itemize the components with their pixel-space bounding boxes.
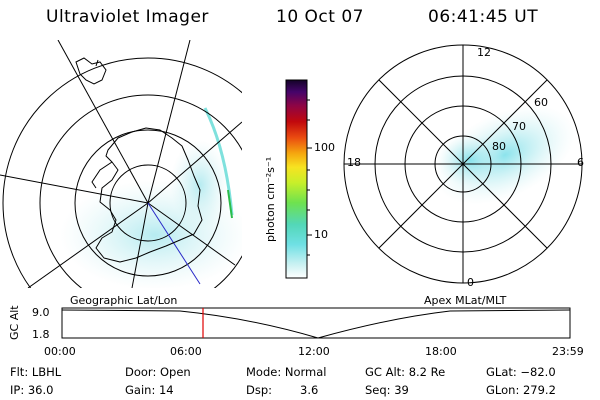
antarctica-coastline [95, 127, 203, 263]
instrument-title: Ultraviolet Imager [46, 7, 209, 27]
timeline-xtick-1800: 18:00 [425, 345, 457, 358]
altitude-timeline [61, 307, 571, 339]
gc-alt-info: GC Alt: 8.2 Re [365, 365, 446, 379]
apex-caption: Apex MLat/MLT [424, 294, 507, 307]
timeline-ytick-top: 9.0 [32, 306, 50, 319]
aurora-emission-center [436, 134, 504, 186]
seq-info: Seq: 39 [365, 383, 409, 397]
timeline-xtick-1200: 12:00 [298, 345, 330, 358]
antarctic-peninsula [91, 161, 113, 189]
ip-info: IP: 36.0 [10, 383, 54, 397]
glat-info: GLat: −82.0 [486, 365, 556, 379]
mlat-label-80: 80 [492, 140, 506, 153]
glon-info: GLon: 279.2 [486, 383, 556, 397]
dsp-value: 3.6 [300, 383, 319, 397]
colorbar-tick-100: 100 [314, 141, 335, 154]
noon-meridian-line [147, 202, 201, 285]
timeline-xtick-0600: 06:00 [170, 345, 202, 358]
date-label: 10 Oct 07 [276, 7, 364, 27]
colorbar [285, 79, 308, 279]
apex-polar-plot [343, 44, 583, 284]
mlt-label-6: 6 [577, 156, 584, 169]
dsp-label: Dsp: [246, 383, 273, 397]
colorbar-unit-label: photon cm⁻²s⁻¹ [264, 156, 277, 242]
timeline-ytick-bottom: 1.8 [32, 328, 50, 341]
longitude-lines [0, 40, 242, 288]
geographic-map [0, 40, 242, 288]
door-info: Door: Open [125, 365, 191, 379]
colorbar-tick-10: 10 [314, 228, 328, 241]
mlt-label-12: 12 [477, 46, 491, 59]
timeline-ylabel: GC Alt [8, 305, 21, 340]
mode-info: Mode: Normal [246, 365, 327, 379]
colorbar-ticks [307, 99, 312, 256]
timeline-frame [61, 307, 571, 339]
mlat-label-60: 60 [534, 96, 548, 109]
aurora-emission-left-edge [170, 140, 230, 230]
island-outline [95, 59, 99, 67]
time-label: 06:41:45 UT [428, 7, 539, 27]
mlat-label-70: 70 [512, 120, 526, 133]
timeline-xtick-0000: 00:00 [44, 345, 76, 358]
timeline-xtick-2359: 23:59 [552, 345, 584, 358]
mlt-lines [344, 45, 582, 283]
mlt-label-18: 18 [347, 156, 361, 169]
limb-green-arc [227, 189, 233, 219]
latitude-circles [2, 57, 242, 288]
gain-info: Gain: 14 [125, 383, 174, 397]
mlt-label-0: 0 [467, 276, 474, 289]
south-america-tip [75, 57, 107, 85]
geographic-caption: Geographic Lat/Lon [70, 294, 178, 307]
filter-info: Flt: LBHL [10, 365, 62, 379]
altitude-curve [61, 309, 571, 339]
